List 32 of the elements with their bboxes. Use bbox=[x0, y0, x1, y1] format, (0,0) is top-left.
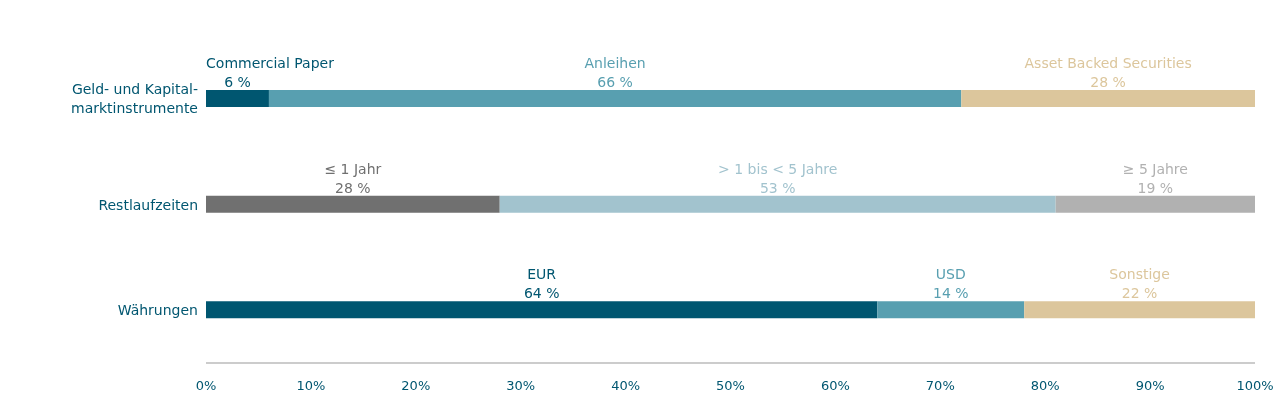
x-tick-label: 30% bbox=[506, 378, 536, 394]
data-label: 28 % bbox=[335, 179, 371, 196]
x-tick-label: 80% bbox=[1030, 378, 1060, 394]
series-label: USD bbox=[935, 266, 966, 283]
series-label: > 1 bis < 5 Jahre bbox=[718, 160, 838, 177]
data-label: 6 % bbox=[224, 74, 251, 90]
x-tick-label: 0% bbox=[195, 378, 217, 394]
x-tick-label: 60% bbox=[820, 378, 850, 394]
data-label: 22 % bbox=[1121, 285, 1158, 302]
y-tick-label: Geld- und Kapital-marktinstrumente bbox=[71, 81, 198, 117]
series-label: ≤ 1 Jahr bbox=[324, 160, 382, 177]
series-label: Anleihen bbox=[584, 55, 646, 71]
x-tick-label: 20% bbox=[401, 378, 431, 394]
data-label: 66 % bbox=[597, 74, 633, 90]
x-tick-label: 70% bbox=[925, 378, 955, 394]
y-tick-label: Restlaufzeiten bbox=[98, 196, 198, 213]
series-label: Commercial Paper bbox=[206, 55, 335, 71]
series-label: Sonstige bbox=[1109, 266, 1170, 283]
series-label: Asset Backed Securities bbox=[1024, 55, 1192, 71]
x-tick-label: 10% bbox=[296, 378, 326, 394]
data-label: 14 % bbox=[933, 285, 969, 302]
x-tick-label: 50% bbox=[716, 378, 745, 394]
y-tick-label: Währungen bbox=[117, 302, 198, 319]
data-label: 19 % bbox=[1137, 179, 1174, 196]
series-label: EUR bbox=[527, 266, 557, 283]
x-tick-label: 40% bbox=[611, 378, 641, 394]
data-label: 28 % bbox=[1090, 74, 1126, 90]
data-label: 53 % bbox=[759, 179, 796, 196]
series-label: ≥ 5 Jahre bbox=[1122, 160, 1188, 177]
x-tick-label: 90% bbox=[1135, 378, 1165, 394]
data-label: 64 % bbox=[523, 285, 560, 302]
x-tick-label: 100% bbox=[1236, 378, 1274, 394]
